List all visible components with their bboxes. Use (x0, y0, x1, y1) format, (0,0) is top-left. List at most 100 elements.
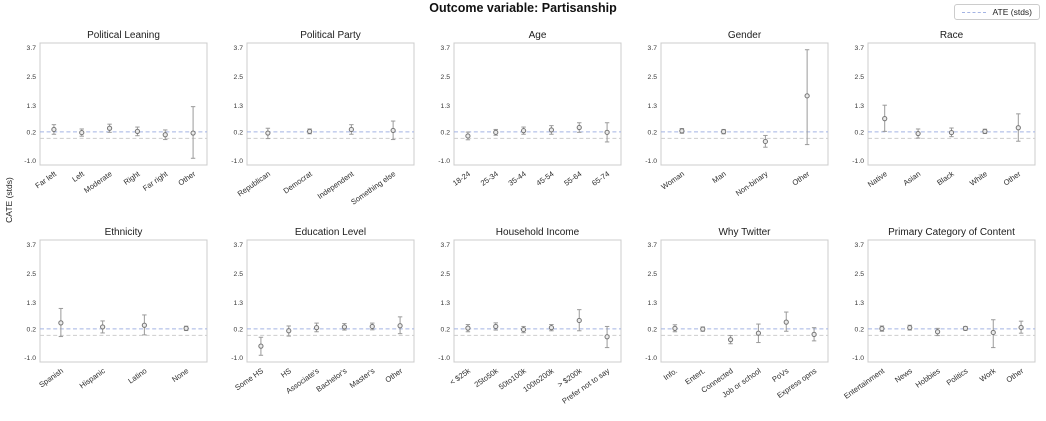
axes-frame (246, 239, 415, 363)
cate-point (307, 128, 313, 134)
cate-point (762, 138, 768, 145)
cate-point (990, 329, 996, 336)
y-tick-label: -1.0 (231, 355, 243, 362)
x-tick-label: Independent (316, 169, 356, 201)
x-tick-label: Far right (141, 169, 170, 193)
legend-label: ATE (stds) (992, 7, 1032, 17)
cate-point (258, 343, 264, 349)
subplot-title: Primary Category of Content (888, 227, 1015, 238)
subplot-political-leaning: 3.7 2.5 1.3 0.2 -1.0 Far left Left Moderate Righ… (18, 30, 225, 224)
x-tick-label: Native (866, 169, 889, 189)
y-tick-label: 0.2 (648, 129, 658, 136)
y-tick-label: -1.0 (438, 355, 450, 362)
subplot-canvas: 3.72.51.30.2-1.0< $25k 25to50k50to100k100… (438, 227, 622, 406)
subplot-title: Political Party (300, 30, 361, 41)
y-tick-label: 0.2 (441, 129, 451, 136)
cate-point (672, 325, 678, 331)
cate-point (465, 133, 471, 139)
x-tick-label: White (968, 169, 989, 188)
y-tick-label: 2.5 (441, 74, 451, 81)
subplot-title: Age (529, 30, 547, 41)
x-tick-label: Hispanic (78, 366, 107, 390)
y-tick-label: 1.3 (855, 103, 865, 110)
subplot-title: Ethnicity (105, 227, 143, 238)
y-tick-label: -1.0 (852, 355, 864, 362)
cate-point (811, 331, 817, 337)
y-tick-label: 1.3 (648, 103, 658, 110)
axes-frame (453, 42, 622, 166)
x-tick-label: Master's (348, 366, 377, 390)
y-tick-label: 3.7 (648, 45, 658, 52)
y-tick-label: -1.0 (24, 355, 36, 362)
cate-point (265, 130, 271, 136)
y-tick-label: 2.5 (648, 74, 658, 81)
x-tick-label: Some HS (233, 366, 265, 392)
subplot-title: Why Twitter (718, 227, 771, 238)
x-tick-label: Republican (236, 169, 272, 198)
x-tick-label: Other (177, 169, 198, 188)
x-tick-label: None (170, 366, 190, 384)
y-tick-label: -1.0 (24, 158, 36, 165)
cate-point (1015, 125, 1021, 131)
cate-point (576, 124, 582, 131)
y-tick-label: -1.0 (438, 158, 450, 165)
x-tick-label: 25to50k (473, 366, 500, 389)
cate-point (721, 129, 727, 135)
cate-point (390, 127, 396, 134)
x-tick-label: Left (70, 169, 86, 184)
y-tick-label: -1.0 (852, 158, 864, 165)
axes-frame (453, 239, 622, 363)
figure-title: Outcome variable: Partisanship (429, 1, 617, 15)
cate-point (882, 116, 888, 122)
y-tick-label: -1.0 (231, 158, 243, 165)
y-tick-label: 2.5 (234, 74, 244, 81)
cate-point (465, 325, 471, 331)
axes-frame (39, 42, 208, 166)
y-tick-label: 1.3 (234, 300, 244, 307)
x-tick-label: 25-34 (479, 169, 500, 188)
cate-point (934, 329, 941, 335)
cate-point (962, 325, 969, 331)
x-tick-label: PoVs (770, 366, 790, 384)
y-tick-label: 3.7 (234, 242, 244, 249)
x-tick-label: HS (279, 366, 293, 379)
axes-frame (660, 239, 829, 363)
subplot-title: Race (940, 30, 964, 41)
x-tick-label: Latino (126, 366, 148, 385)
x-tick-label: Bachelor's (315, 366, 349, 394)
y-tick-label: 3.7 (855, 45, 865, 52)
ate-dashed-line-sample (962, 11, 987, 13)
y-tick-label: 2.5 (27, 74, 37, 81)
subplot-why-twitter: 3.7 2.5 1.3 0.2 -1.0 Info. Entert. Connected Job… (639, 227, 846, 421)
y-tick-label: 2.5 (648, 271, 658, 278)
y-tick-label: 0.2 (855, 129, 865, 136)
subplot-title: Household Income (496, 227, 580, 238)
y-tick-label: 0.2 (855, 326, 865, 333)
axes-frame (660, 42, 829, 166)
x-tick-label: Woman (660, 169, 686, 191)
x-tick-label: Far left (34, 169, 59, 190)
cate-point (106, 125, 113, 131)
cate-point (520, 326, 527, 333)
cate-point (1018, 324, 1024, 331)
y-tick-label: 0.2 (27, 129, 37, 136)
x-tick-label: Right (122, 169, 142, 187)
subplot-political-party: 3.7 2.5 1.3 0.2 -1.0 Republican Democrat Indepe… (225, 30, 432, 224)
y-tick-label: 3.7 (441, 45, 451, 52)
y-tick-label: -1.0 (645, 158, 657, 165)
subplot-primary-category-of-content: 3.7 2.5 1.3 0.2 -1.0 Entertainment News Hobbies… (842, 227, 1046, 421)
x-tick-label: Non-binary (734, 169, 770, 198)
cate-point (604, 334, 610, 340)
cate-point (783, 319, 789, 325)
cate-point (183, 325, 189, 331)
y-tick-label: -1.0 (645, 355, 657, 362)
y-tick-label: 2.5 (855, 74, 865, 81)
y-tick-label: 2.5 (441, 271, 451, 278)
axes-frame (39, 239, 208, 363)
y-tick-label: 3.7 (234, 45, 244, 52)
axes-frame (867, 239, 1036, 363)
